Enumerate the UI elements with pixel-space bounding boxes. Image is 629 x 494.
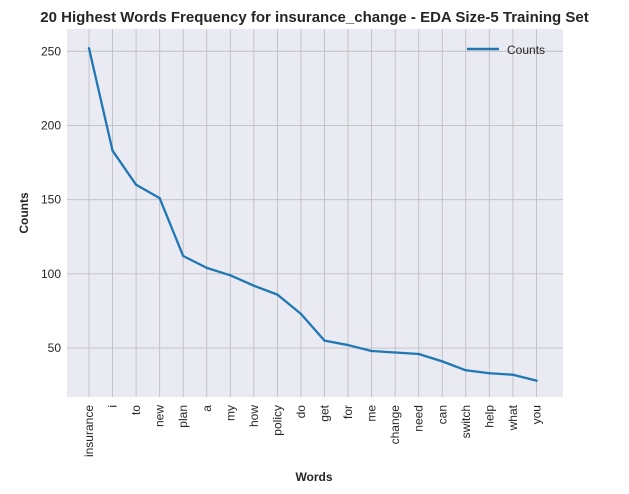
x-tick-label: switch [459,405,473,438]
x-tick-label: to [129,405,143,415]
data-point [252,284,256,287]
x-tick-label: my [223,405,237,421]
legend-label-counts: Counts [507,43,545,57]
data-point [393,351,397,354]
series-line-counts [87,47,538,382]
x-tick-label: what [506,404,520,431]
x-tick-label: a [200,405,214,412]
x-tick-label: policy [270,405,284,436]
x-axis-label: Words [295,470,332,484]
data-point [488,372,491,375]
x-tick-label: can [435,405,449,424]
data-point [182,254,185,258]
x-tick-label: you [529,405,543,424]
data-point [87,47,91,50]
x-tick-label: new [153,405,167,427]
data-point [299,312,303,316]
x-tick-label: for [341,405,355,419]
x-tick-label: insurance [82,405,96,457]
y-tick-label: 150 [41,193,61,207]
data-point [276,293,279,296]
data-point [417,352,420,356]
y-axis-ticks: 50 100 150 200 250 [41,44,61,355]
data-point [464,369,467,372]
data-point [346,343,350,347]
data-point [370,349,373,353]
chart-title: 20 Highest Words Frequency for insurance… [40,9,588,26]
y-tick-label: 100 [41,267,61,281]
x-tick-label: need [412,405,426,432]
data-point [535,379,538,382]
x-tick-label: get [318,404,332,421]
x-tick-label: change [388,405,402,445]
data-point [441,360,444,363]
y-tick-label: 50 [48,341,62,355]
x-tick-label: i [106,405,120,408]
y-tick-label: 250 [41,44,61,58]
data-point [205,266,208,270]
data-point [511,373,515,376]
x-axis-ticks: insurance i to new plan a my how policy do get for m… [82,404,543,457]
data-point [323,339,326,342]
y-tick-label: 200 [41,118,61,132]
x-tick-label: help [482,405,496,428]
data-point [111,149,114,152]
legend: Counts [467,43,545,57]
data-point [229,274,232,277]
grid-lines [67,29,563,397]
x-tick-label: how [247,405,261,427]
plot-area [67,29,563,397]
series-layer [87,47,538,382]
x-tick-label: plan [176,405,190,428]
x-tick-label: me [365,405,379,422]
data-point [134,183,138,187]
y-axis-label: Counts [17,192,31,234]
x-tick-label: do [294,405,308,419]
data-point [158,196,161,200]
